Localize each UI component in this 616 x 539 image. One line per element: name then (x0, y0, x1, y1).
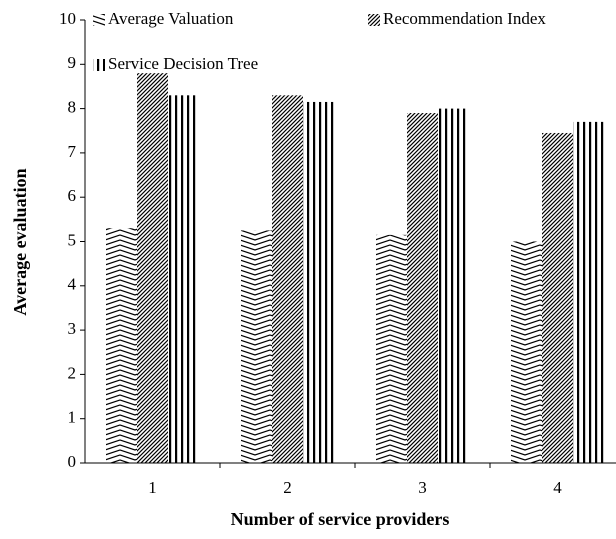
x-axis-label: Number of service providers (231, 509, 450, 529)
bar (168, 95, 199, 463)
y-tick-label: 7 (68, 142, 77, 161)
y-tick-label: 0 (68, 452, 77, 471)
bar (407, 113, 438, 463)
bar (376, 234, 407, 463)
y-tick-label: 10 (59, 9, 76, 28)
y-tick-label: 8 (68, 98, 77, 117)
bar (137, 73, 168, 463)
y-axis-label: Average evaluation (10, 168, 30, 315)
bar (573, 121, 604, 463)
legend-label: Average Valuation (108, 9, 234, 28)
legend-label: Recommendation Index (383, 9, 546, 28)
legend-label: Service Decision Tree (108, 54, 258, 73)
x-tick-label: 3 (418, 478, 427, 497)
y-tick-label: 6 (68, 186, 77, 205)
bar (106, 228, 137, 463)
bar (438, 108, 469, 463)
bar (511, 241, 542, 463)
bar (303, 101, 334, 463)
x-tick-label: 1 (148, 478, 157, 497)
bar (241, 230, 272, 463)
x-tick-label: 4 (553, 478, 562, 497)
x-tick-label: 2 (283, 478, 292, 497)
y-tick-label: 5 (68, 230, 77, 249)
legend-swatch (93, 59, 105, 71)
y-tick-label: 4 (68, 275, 77, 294)
bar (542, 132, 573, 463)
bar (272, 95, 303, 463)
legend-swatch (368, 14, 380, 26)
legend-swatch (93, 14, 105, 26)
y-tick-label: 2 (68, 363, 77, 382)
y-tick-label: 3 (68, 319, 77, 338)
y-tick-label: 1 (68, 408, 77, 427)
y-tick-label: 9 (68, 53, 77, 72)
